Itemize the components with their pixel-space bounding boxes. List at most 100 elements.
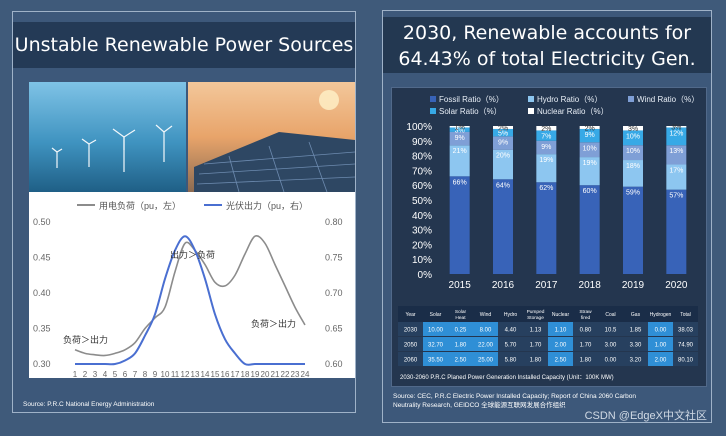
load-pv-line-chart: 用电负荷（pu，左） 光伏出力（pu，右） 0.500.450.400.350.… (29, 192, 355, 378)
bar-value-label: 64% (496, 182, 510, 189)
wind-farm-photo (29, 82, 186, 192)
x-tick: 22 (281, 370, 290, 378)
right-title: 2030, Renewable accounts for 64.43% of t… (383, 17, 711, 73)
table-header-cell: Solar (430, 312, 442, 318)
table-cell: 1.80 (530, 358, 542, 364)
bar-segment (623, 160, 643, 187)
legend-swatch (528, 96, 534, 102)
x-tick: 11 (171, 370, 180, 378)
table-cell: 3.30 (630, 343, 642, 349)
table-cell: 3.20 (630, 358, 642, 364)
y-right-tick: 0.60 (325, 359, 343, 369)
bar-value-label: 10% (626, 148, 640, 155)
x-tick: 23 (291, 370, 300, 378)
table-header-cell: Hydro (504, 312, 518, 318)
table-header-cell: Straw (579, 309, 592, 315)
bar-segment (623, 126, 643, 131)
table-cell: 2050 (404, 343, 418, 349)
table-cell: 1.10 (555, 328, 567, 334)
bar-value-label: 59% (626, 190, 640, 197)
bar-value-label: 3% (671, 125, 681, 132)
x-tick: 17 (231, 370, 240, 378)
x-tick: 14 (201, 370, 210, 378)
table-highlight-cell (423, 322, 448, 336)
x-axis-ticks: 1 2 3 4 5 6 7 8 9 10 11 12 13 14 15 16 17 18 19 20 21 22 23 24 (73, 370, 310, 378)
bar-y-tick: 40% (412, 211, 432, 222)
bar-x-tick: 2018 (579, 280, 602, 291)
bar-value-label: 60% (583, 188, 597, 195)
bar-value-label: 9% (498, 139, 508, 146)
table-cell: 0.80 (580, 328, 592, 334)
bar-y-tick: 0% (418, 270, 433, 281)
table-header-cell: Hydrogen (650, 312, 672, 318)
y-axis-left-ticks: 0.50 0.45 0.40 0.35 0.30 (33, 217, 51, 369)
legend-swatch (430, 108, 436, 114)
bar-x-tick: 2019 (622, 280, 645, 291)
bar-segment (666, 189, 687, 274)
table-cell: 1.80 (455, 343, 467, 349)
bar-y-axis-ticks: 100% 90% 80% 70% 60% 50% 40% 30% 20% 10% 0% (406, 122, 432, 281)
bar-segment (579, 126, 600, 129)
x-tick: 3 (93, 370, 98, 378)
bar-value-label: 9% (541, 144, 551, 151)
table-cell: 5.70 (505, 343, 517, 349)
bar-x-tick: 2020 (665, 280, 688, 291)
x-tick: 21 (271, 370, 280, 378)
table-highlight-cell (548, 322, 573, 336)
load-series-line (74, 235, 306, 357)
x-tick: 10 (161, 370, 170, 378)
left-source: Source: P.R.C National Energy Administra… (23, 401, 155, 408)
bar-segment (579, 185, 600, 274)
bar-series: 66%21%9%3%1%64%20%9%5%2%62%19%9%7%2%60%1… (449, 125, 687, 274)
bar-value-label: 19% (583, 160, 597, 167)
bar-segment (536, 154, 557, 183)
x-tick: 18 (241, 370, 250, 378)
bar-value-label: 9% (585, 132, 595, 139)
table-header-cell: Pumped (527, 309, 545, 315)
bar-segment (536, 130, 557, 141)
renewable-ratio-stacked-bar-chart: Fossil Ratio（%） Hydro Ratio（%） Wind Ratio（… (406, 95, 699, 291)
bar-value-label: 10% (626, 133, 640, 140)
table-cell: 1.70 (580, 343, 592, 349)
bar-segment (666, 145, 687, 165)
table-cell: 0.00 (605, 358, 617, 364)
bar-x-tick: 2017 (535, 280, 558, 291)
bar-value-label: 2% (585, 125, 595, 132)
legend-label: Nuclear Ratio（%） (537, 107, 609, 116)
table-cell: 10.00 (428, 328, 444, 334)
bar-value-label: 7% (541, 133, 551, 140)
bar-value-label: 18% (626, 163, 640, 170)
legend-load: 用电负荷（pu，左） (99, 200, 181, 211)
legend-label: Fossil Ratio（%） (439, 95, 504, 104)
bar-y-tick: 90% (412, 137, 432, 148)
x-tick: 13 (191, 370, 200, 378)
bar-segment (493, 126, 513, 129)
legend-swatch (430, 96, 436, 102)
table-cell: 2.00 (555, 343, 567, 349)
bar-x-tick: 2015 (449, 280, 472, 291)
x-tick: 1 (73, 370, 78, 378)
bar-segment (536, 182, 557, 274)
table-highlight-cell (423, 352, 448, 366)
annotation-output-gt-load: 出力＞负荷 (170, 249, 215, 260)
y-right-tick: 0.75 (325, 253, 343, 263)
table-cell: 1.70 (530, 343, 542, 349)
bar-y-tick: 10% (412, 255, 432, 266)
bar-segment (579, 157, 600, 186)
table-highlight-cell (448, 322, 473, 336)
table-header-cell: Solar (455, 309, 467, 315)
table-cell: 4.40 (505, 328, 517, 334)
right-chart-area: Fossil Ratio（%） Hydro Ratio（%） Wind Ratio（… (391, 87, 707, 387)
table-cell: 8.00 (480, 328, 492, 334)
table-cell: 10.5 (605, 328, 617, 334)
right-source-line1: Source: CEC, P.R.C Electric Power Instal… (393, 393, 637, 400)
x-tick: 20 (261, 370, 270, 378)
x-tick: 15 (211, 370, 220, 378)
table-header-cell: Year (405, 312, 415, 318)
table-highlight-cell (423, 337, 448, 351)
table-highlight-cell (648, 337, 673, 351)
table-highlight-cell (448, 352, 473, 366)
table-cell: 22.00 (478, 343, 494, 349)
table-header-cell: Total (680, 312, 691, 318)
bar-segment (493, 149, 513, 180)
